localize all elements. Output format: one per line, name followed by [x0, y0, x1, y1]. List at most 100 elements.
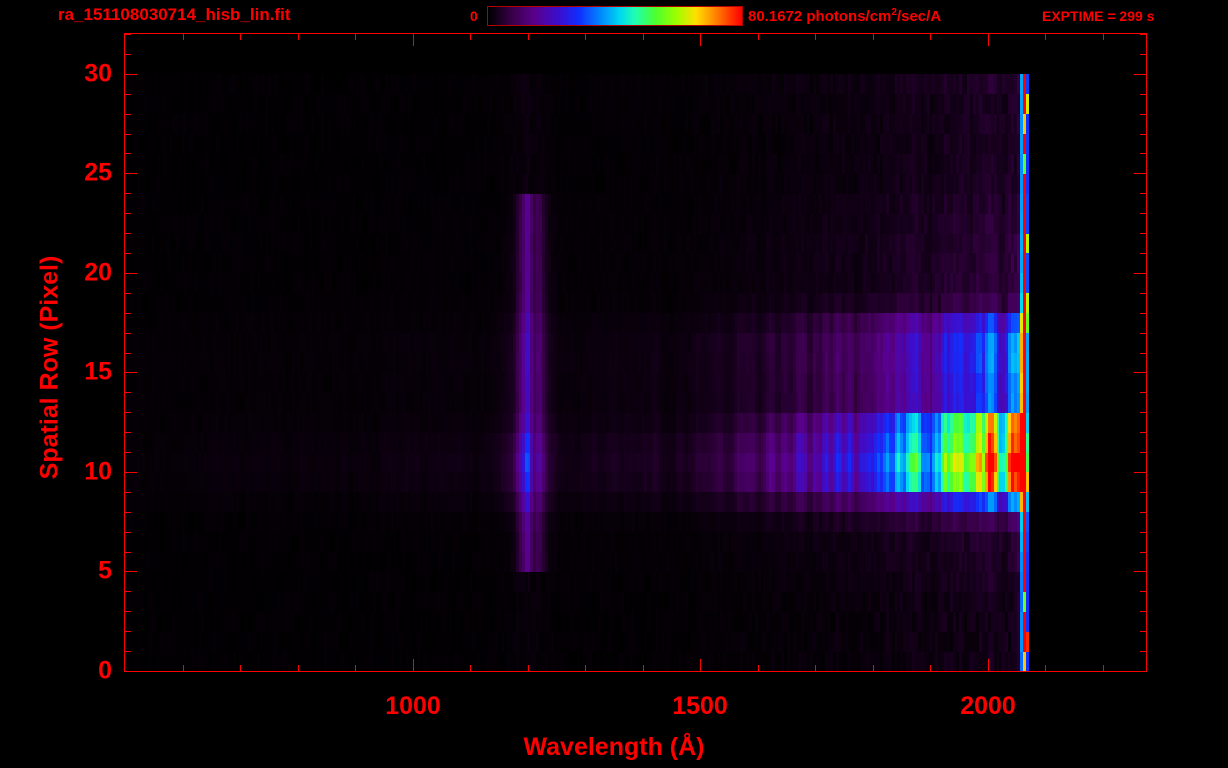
y-minor-tick [124, 293, 131, 294]
y-major-tick [124, 571, 137, 572]
y-tick-label: 5 [98, 556, 112, 585]
y-minor-tick-right [1140, 114, 1147, 115]
colorbar [487, 6, 743, 26]
y-major-tick [124, 472, 137, 473]
y-minor-tick [124, 333, 131, 334]
x-minor-tick-top [873, 33, 874, 40]
x-minor-tick-top [470, 33, 471, 40]
y-minor-tick-right [1140, 631, 1147, 632]
x-minor-tick-top [930, 33, 931, 40]
y-minor-tick-right [1140, 233, 1147, 234]
x-minor-tick [298, 665, 299, 672]
y-tick-label: 15 [84, 357, 112, 386]
y-minor-tick-right [1140, 153, 1147, 154]
x-minor-tick [470, 665, 471, 672]
x-tick-label: 2000 [960, 692, 1016, 720]
x-major-tick-top [988, 33, 989, 46]
x-major-tick-top [700, 33, 701, 46]
x-minor-tick-top [240, 33, 241, 40]
y-minor-tick-right [1140, 432, 1147, 433]
x-minor-tick [758, 665, 759, 672]
y-minor-tick [124, 492, 131, 493]
x-major-tick [700, 659, 701, 672]
colorbar-min-label: 0 [470, 8, 478, 24]
x-minor-tick-top [1103, 33, 1104, 40]
x-major-tick [413, 659, 414, 672]
x-minor-tick [585, 665, 586, 672]
x-minor-tick-top [1045, 33, 1046, 40]
y-minor-tick-right [1140, 54, 1147, 55]
x-tick-label: 1500 [672, 692, 728, 720]
x-major-tick [988, 659, 989, 672]
y-minor-tick [124, 313, 131, 314]
y-major-tick-right [1134, 74, 1147, 75]
y-minor-tick [124, 392, 131, 393]
y-major-tick-right [1134, 372, 1147, 373]
y-minor-tick-right [1140, 193, 1147, 194]
y-minor-tick [124, 552, 131, 553]
y-major-tick-right [1134, 472, 1147, 473]
x-minor-tick-top [585, 33, 586, 40]
y-tick-label: 10 [84, 457, 112, 486]
x-minor-tick [183, 665, 184, 672]
y-major-tick-right [1134, 671, 1147, 672]
colorbar-units-tail: /sec/A [896, 8, 942, 25]
plot-title: ra_151108030714_hisb_lin.fit [58, 5, 291, 24]
y-major-tick [124, 372, 137, 373]
y-major-tick [124, 74, 137, 75]
y-minor-tick-right [1140, 591, 1147, 592]
y-minor-tick [124, 452, 131, 453]
y-minor-tick [124, 432, 131, 433]
y-minor-tick-right [1140, 552, 1147, 553]
y-major-tick [124, 173, 137, 174]
y-minor-tick [124, 591, 131, 592]
y-minor-tick [124, 631, 131, 632]
y-minor-tick [124, 412, 131, 413]
y-minor-tick-right [1140, 611, 1147, 612]
y-minor-tick-right [1140, 293, 1147, 294]
y-minor-tick-right [1140, 492, 1147, 493]
x-minor-tick-top [758, 33, 759, 40]
y-minor-tick [124, 213, 131, 214]
x-minor-tick [528, 665, 529, 672]
y-minor-tick-right [1140, 651, 1147, 652]
x-minor-tick-top [643, 33, 644, 40]
x-minor-tick-top [355, 33, 356, 40]
y-minor-tick-right [1140, 392, 1147, 393]
plot-frame [124, 33, 1147, 672]
y-minor-tick [124, 253, 131, 254]
y-minor-tick [124, 233, 131, 234]
y-minor-tick [124, 651, 131, 652]
x-minor-tick [1103, 665, 1104, 672]
x-minor-tick [815, 665, 816, 672]
spectral-image [125, 34, 1146, 671]
y-minor-tick [124, 532, 131, 533]
exposure-time-label: EXPTIME = 299 s [1042, 8, 1155, 24]
x-minor-tick-top [183, 33, 184, 40]
y-minor-tick [124, 134, 131, 135]
y-minor-tick-right [1140, 213, 1147, 214]
y-major-tick-right [1134, 273, 1147, 274]
y-minor-tick-right [1140, 333, 1147, 334]
y-minor-tick-right [1140, 313, 1147, 314]
y-axis-title: Spatial Row (Pixel) [35, 255, 64, 480]
y-minor-tick-right [1140, 353, 1147, 354]
y-minor-tick [124, 193, 131, 194]
y-minor-tick-right [1140, 512, 1147, 513]
x-minor-tick [355, 665, 356, 672]
y-major-tick-right [1134, 173, 1147, 174]
colorbar-gradient [488, 7, 742, 25]
y-minor-tick-right [1140, 253, 1147, 254]
y-major-tick-right [1134, 571, 1147, 572]
y-minor-tick [124, 54, 131, 55]
x-tick-label: 1000 [385, 692, 441, 720]
x-minor-tick [873, 665, 874, 672]
x-minor-tick [930, 665, 931, 672]
y-major-tick [124, 273, 137, 274]
y-minor-tick [124, 353, 131, 354]
y-tick-label: 20 [84, 258, 112, 287]
y-tick-label: 25 [84, 158, 112, 187]
y-minor-tick [124, 34, 131, 35]
y-tick-label: 30 [84, 59, 112, 88]
y-minor-tick-right [1140, 532, 1147, 533]
